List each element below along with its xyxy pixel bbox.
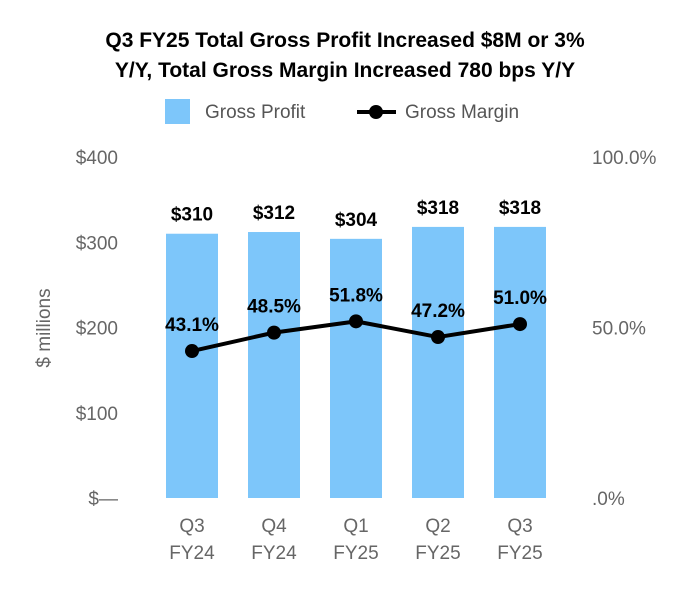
gross-margin-line: [185, 314, 527, 359]
gross-margin-labels: 43.1% 48.5% 51.8% 47.2% 51.0%: [165, 285, 547, 336]
x-tick-label-year: FY25: [333, 543, 378, 564]
bar-labels: $310 $312 $304 $318 $318: [171, 198, 541, 231]
x-tick-label-quarter: Q2: [425, 516, 450, 537]
x-tick-label-quarter: Q4: [261, 516, 287, 537]
y-tick-label: $100: [76, 404, 118, 425]
chart-title-line-1: Q3 FY25 Total Gross Profit Increased $8M…: [105, 29, 585, 52]
chart-title: Q3 FY25 Total Gross Profit Increased $8M…: [105, 29, 585, 82]
bar-value-label: $304: [335, 210, 378, 231]
y-tick-label: $300: [76, 233, 118, 254]
bar: [412, 226, 464, 498]
bar-value-label: $318: [417, 198, 459, 219]
bar: [166, 233, 218, 498]
gross-margin-value-label: 51.0%: [493, 288, 547, 309]
chart-title-line-2: Y/Y, Total Gross Margin Increased 780 bp…: [115, 59, 575, 82]
bar-value-label: $310: [171, 205, 213, 226]
y-tick-label: $400: [76, 148, 118, 169]
y-tick-label: $—: [88, 489, 118, 510]
y2-axis-ticks: .0% 50.0% 100.0%: [592, 148, 657, 510]
y2-tick-label: 50.0%: [592, 319, 646, 340]
y2-tick-label: 100.0%: [592, 148, 657, 169]
y-axis-ticks: $— $100 $200 $300 $400: [76, 148, 118, 510]
bar: [494, 226, 546, 498]
legend-gross-profit-swatch: [165, 99, 190, 124]
x-tick-label-year: FY24: [169, 543, 215, 564]
gross-margin-point: [267, 325, 281, 340]
bar-value-label: $312: [253, 203, 295, 224]
gross-margin-point: [185, 344, 199, 359]
y2-tick-label: .0%: [592, 489, 625, 510]
gross-margin-value-label: 47.2%: [411, 301, 465, 322]
bar: [330, 238, 382, 498]
legend-gross-margin-marker: [369, 105, 383, 119]
x-tick-label-quarter: Q3: [179, 516, 204, 537]
x-axis-ticks: Q3 FY24 Q4 FY24 Q1 FY25 Q2 FY25 Q3 FY25: [169, 516, 542, 564]
y-axis-label: $ millions: [34, 288, 55, 367]
legend-gross-margin-label: Gross Margin: [405, 102, 519, 123]
x-tick-label-quarter: Q3: [507, 516, 532, 537]
gross-margin-value-label: 43.1%: [165, 315, 219, 336]
gross-margin-value-label: 51.8%: [329, 285, 383, 306]
x-tick-label-quarter: Q1: [343, 516, 368, 537]
gross-margin-point: [349, 314, 363, 329]
x-tick-label-year: FY25: [497, 543, 542, 564]
gross-margin-point: [431, 330, 445, 345]
bar: [248, 232, 300, 498]
x-tick-label-year: FY24: [251, 543, 297, 564]
legend-gross-profit-label: Gross Profit: [205, 102, 306, 123]
gross-margin-value-label: 48.5%: [247, 297, 301, 318]
gross-margin-point: [513, 317, 527, 332]
y-tick-label: $200: [76, 319, 118, 340]
bar-value-label: $318: [499, 198, 541, 219]
legend: Gross Profit Gross Margin: [165, 99, 519, 124]
x-tick-label-year: FY25: [415, 543, 460, 564]
bars: [166, 226, 546, 498]
